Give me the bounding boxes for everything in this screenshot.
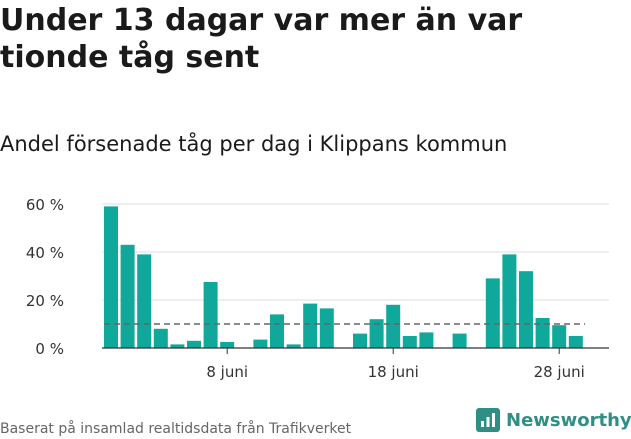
x-axis: 8 juni 18 juni 28 juni xyxy=(102,347,609,381)
x-tick-label: 18 juni xyxy=(368,363,419,381)
x-tick-label: 8 juni xyxy=(206,363,248,381)
newsworthy-logo: Newsworthy xyxy=(476,408,631,432)
bar xyxy=(485,278,500,348)
y-axis-labels: 0 % 20 % 40 % 60 % xyxy=(26,196,64,358)
bar xyxy=(419,332,434,348)
y-tick-label: 40 % xyxy=(26,244,64,262)
bar xyxy=(170,344,185,348)
bar xyxy=(319,308,334,348)
bar xyxy=(519,271,533,348)
bar xyxy=(253,339,268,348)
source-note: Baserat på insamlad realtidsdata från Tr… xyxy=(0,421,352,437)
bar xyxy=(386,304,401,348)
bar xyxy=(153,328,168,348)
bar xyxy=(270,314,284,348)
bar xyxy=(568,336,583,348)
bar-chart-logo-icon xyxy=(476,408,500,432)
y-tick-label: 20 % xyxy=(26,292,64,310)
bars xyxy=(104,206,583,348)
bar xyxy=(203,282,218,348)
brand-name: Newsworthy xyxy=(506,409,631,431)
bar xyxy=(104,206,118,348)
bar xyxy=(120,244,135,348)
y-tick-label: 0 % xyxy=(35,340,64,358)
bar xyxy=(137,254,152,348)
bar xyxy=(369,319,384,348)
x-tick-label: 28 juni xyxy=(534,363,585,381)
y-tick-label: 60 % xyxy=(26,196,64,214)
bar-chart: 0 % 20 % 40 % 60 % 8 juni 18 juni 28 juni xyxy=(26,196,609,381)
bar xyxy=(353,333,367,348)
bar xyxy=(535,318,550,348)
bar xyxy=(187,340,201,348)
bar xyxy=(552,325,567,348)
chart-title: Under 13 dagar var mer än var tionde tåg… xyxy=(0,3,523,75)
bar xyxy=(452,333,467,348)
bar xyxy=(220,342,235,348)
bar xyxy=(402,336,417,348)
bar xyxy=(286,344,301,348)
chart-subtitle: Andel försenade tåg per dag i Klippans k… xyxy=(0,132,508,156)
bar xyxy=(502,254,517,348)
bar xyxy=(303,303,318,348)
